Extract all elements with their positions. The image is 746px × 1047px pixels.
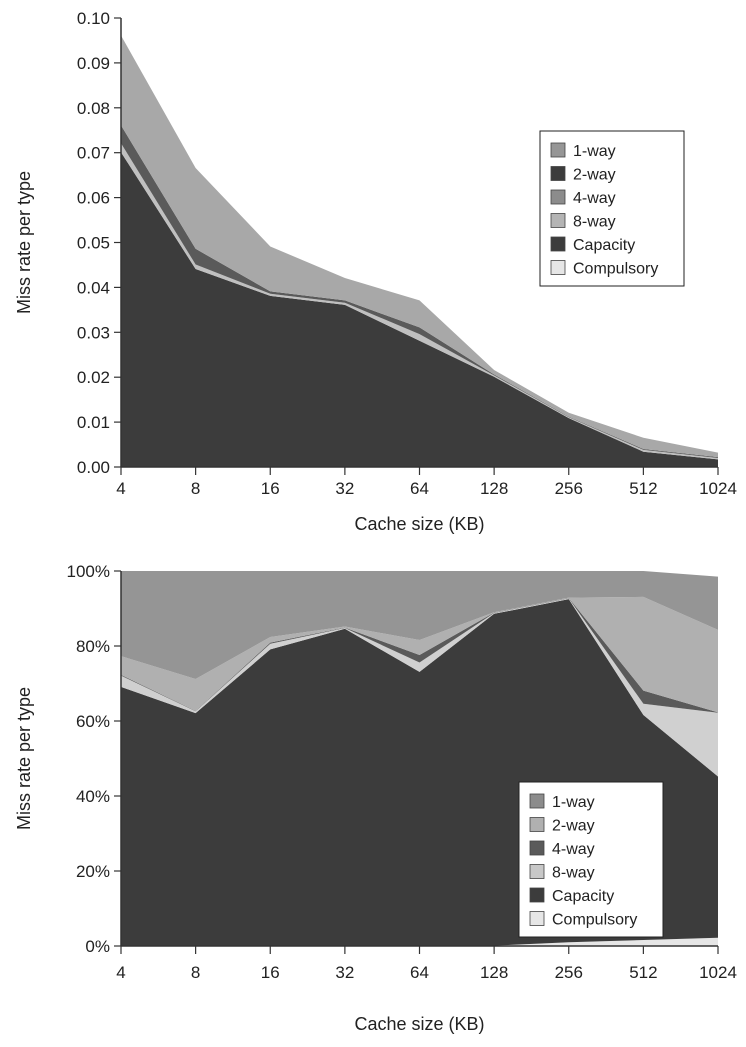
area-1-way	[121, 571, 718, 679]
x-tick-label: 64	[410, 479, 429, 498]
x-tick-label: 512	[629, 963, 657, 982]
x-tick-label: 512	[629, 479, 657, 498]
area-capacity	[121, 152, 718, 467]
y-tick-label: 0.03	[77, 323, 110, 342]
legend-swatch	[550, 189, 566, 205]
legend-label: Capacity	[552, 888, 614, 905]
legend-swatch	[529, 864, 545, 879]
legend-swatch	[550, 213, 566, 228]
legend-label: 4-way	[552, 841, 595, 858]
chart-2: 0% 20% 40% 60% 80% 100% 4 8 16 32 64 128 256 512 1024 C…	[14, 562, 737, 1034]
legend-label: 2-way	[552, 818, 595, 835]
y-tick-label: 0.06	[77, 189, 110, 208]
x-tick-label: 256	[555, 963, 583, 982]
legend-swatch	[529, 840, 545, 856]
legend-label: 2-way	[573, 167, 616, 184]
x-tick-label: 4	[116, 963, 125, 982]
legend-swatch	[529, 911, 545, 926]
y-tick-label: 0.07	[77, 144, 110, 163]
y-tick-label: 0.08	[77, 99, 110, 118]
x-tick-label: 32	[335, 479, 354, 498]
legend-label: Capacity	[573, 237, 635, 254]
area-2-way	[121, 35, 718, 458]
y-tick-label: 0.05	[77, 234, 110, 253]
y-tick-label: 0%	[85, 937, 110, 956]
legend-swatch	[550, 166, 566, 181]
y-axis-title: Miss rate per type	[14, 687, 34, 830]
y-axis-title: Miss rate per type	[14, 171, 34, 314]
area-compulsory	[121, 937, 718, 946]
x-tick-label: 1024	[699, 963, 737, 982]
legend-swatch	[529, 817, 545, 832]
x-tick-label: 64	[410, 963, 429, 982]
x-axis-title: Cache size (KB)	[354, 1014, 484, 1034]
x-tick-label: 128	[480, 963, 508, 982]
y-tick-label: 0.01	[77, 413, 110, 432]
x-tick-label: 128	[480, 479, 508, 498]
y-tick-label: 40%	[76, 787, 110, 806]
chart-1: 0.00 0.01 0.02 0.03 0.04 0.05 0.06 0.07 0.08 0.09…	[14, 9, 737, 534]
legend-label: 8-way	[573, 214, 616, 231]
x-tick-label: 16	[261, 963, 280, 982]
legend-label: Compulsory	[552, 912, 637, 929]
legend-swatch	[529, 887, 545, 903]
legend-label: Compulsory	[573, 261, 658, 278]
y-tick-label: 0.04	[77, 278, 110, 297]
y-tick-label: 0.09	[77, 54, 110, 73]
area-2-way	[121, 596, 718, 713]
legend-swatch	[550, 260, 566, 275]
x-tick-label: 8	[191, 963, 200, 982]
y-tick-label: 100%	[67, 562, 110, 581]
legend-label: 4-way	[573, 190, 616, 207]
legend-swatch	[550, 236, 566, 252]
x-tick-label: 32	[335, 963, 354, 982]
legend-swatch	[529, 793, 545, 809]
x-tick-label: 256	[555, 479, 583, 498]
y-tick-label: 0.02	[77, 368, 110, 387]
x-tick-label: 8	[191, 479, 200, 498]
legend-label: 1-way	[552, 794, 595, 811]
area-4-way	[121, 598, 718, 713]
x-tick-label: 4	[116, 479, 125, 498]
y-tick-label: 0.10	[77, 9, 110, 28]
x-tick-label: 16	[261, 479, 280, 498]
y-tick-label: 0.00	[77, 458, 110, 477]
legend-label: 8-way	[552, 865, 595, 882]
y-tick-label: 80%	[76, 637, 110, 656]
legend: 1-way 2-way 4-way 8-way Capacity Compulsory	[539, 130, 685, 287]
y-tick-label: 60%	[76, 712, 110, 731]
legend: 1-way 2-way 4-way 8-way Capacity Compulsory	[518, 781, 664, 938]
y-tick-label: 20%	[76, 862, 110, 881]
x-axis-title: Cache size (KB)	[354, 514, 484, 534]
legend-label: 1-way	[573, 143, 616, 160]
legend-swatch	[550, 142, 566, 158]
x-tick-label: 1024	[699, 479, 737, 498]
